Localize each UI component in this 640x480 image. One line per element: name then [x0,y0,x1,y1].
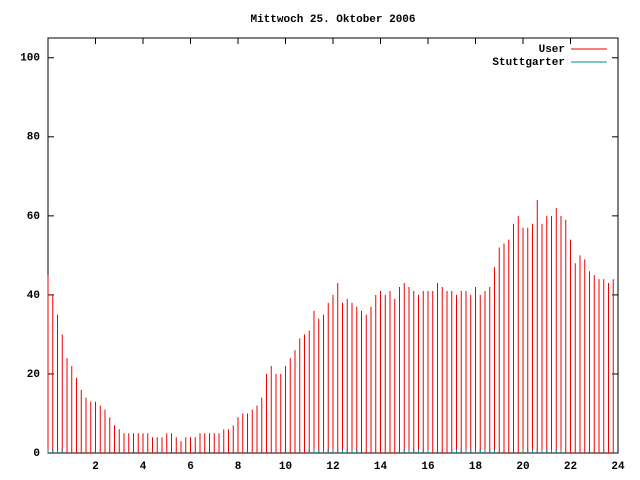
y-tick-label: 40 [27,290,40,302]
x-tick-label: 12 [326,461,339,473]
y-tick-label: 0 [33,448,40,460]
y-tick-label: 100 [20,53,40,65]
x-tick-label: 2 [92,461,99,473]
y-tick-label: 60 [27,211,40,223]
y-tick-label: 80 [27,132,40,144]
x-tick-label: 4 [140,461,147,473]
x-tick-label: 8 [235,461,242,473]
x-tick-label: 14 [374,461,388,473]
x-tick-label: 18 [469,461,483,473]
x-tick-label: 6 [187,461,194,473]
x-tick-label: 20 [516,461,529,473]
chart-title: Mittwoch 25. Oktober 2006 [250,14,415,26]
x-tick-label: 10 [279,461,292,473]
x-tick-label: 22 [564,461,577,473]
x-tick-label: 16 [421,461,434,473]
x-tick-label: 24 [611,461,625,473]
legend-label: Stuttgarter [492,57,565,69]
legend-label: User [539,44,565,56]
y-tick-label: 20 [27,369,40,381]
